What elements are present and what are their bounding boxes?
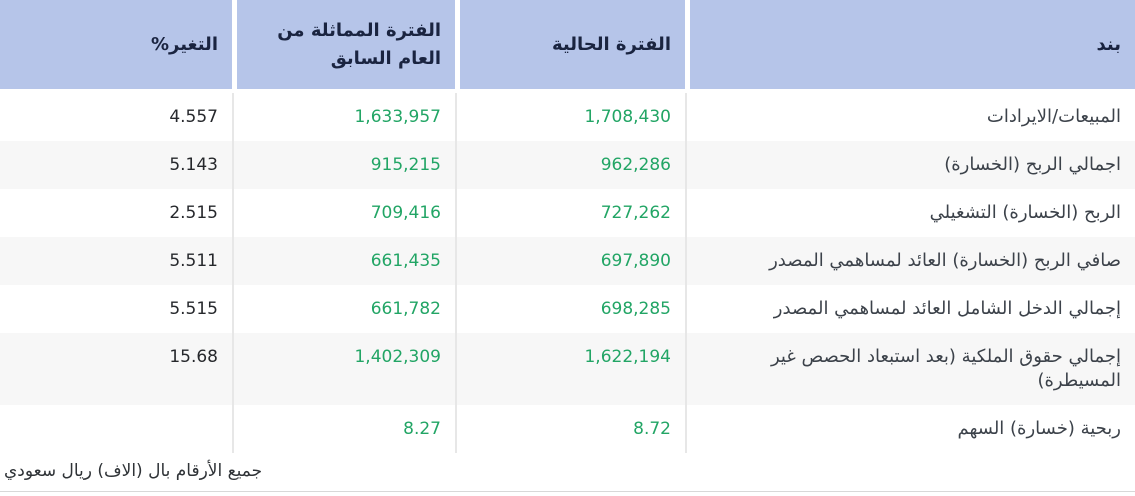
item-cell: صافي الربح (الخسارة) العائد لمساهمي المص… bbox=[685, 237, 1135, 285]
previous-period-value-cell: 661,435 bbox=[232, 237, 455, 285]
column-header-change: التغير% bbox=[0, 0, 232, 93]
table-row: المبيعات/الايرادات 1,708,430 1,633,957 4.55… bbox=[0, 93, 1135, 141]
previous-period-value-cell: 661,782 bbox=[232, 285, 455, 333]
table-row: ربحية (خسارة) السهم 8.72 8.27 bbox=[0, 405, 1135, 453]
item-cell: اجمالي الربح (الخسارة) bbox=[685, 141, 1135, 189]
change-percent-cell bbox=[0, 405, 232, 453]
current-period-value-cell: 727,262 bbox=[455, 189, 685, 237]
item-cell: إجمالي الدخل الشامل العائد لمساهمي المصد… bbox=[685, 285, 1135, 333]
table-row: اجمالي الربح (الخسارة) 962,286 915,215 5.14… bbox=[0, 141, 1135, 189]
change-percent-cell: 5.511 bbox=[0, 237, 232, 285]
table-body: المبيعات/الايرادات 1,708,430 1,633,957 4.55… bbox=[0, 93, 1135, 453]
column-header-previous: الفترة المماثلة من العام السابق bbox=[232, 0, 455, 93]
current-period-value-cell: 697,890 bbox=[455, 237, 685, 285]
previous-period-value-cell: 1,402,309 bbox=[232, 333, 455, 405]
table-row: الربح (الخسارة) التشغيلي 727,262 709,416 2.… bbox=[0, 189, 1135, 237]
previous-period-value-cell: 709,416 bbox=[232, 189, 455, 237]
bottom-divider bbox=[0, 491, 1135, 495]
change-percent-cell: 2.515 bbox=[169, 203, 218, 223]
current-period-value-cell: 8.72 bbox=[455, 405, 685, 453]
item-cell: إجمالي حقوق الملكية (بعد استبعاد الحصص غ… bbox=[685, 333, 1135, 405]
item-cell: الربح (الخسارة) التشغيلي bbox=[685, 189, 1135, 237]
current-period-value-cell: 1,708,430 bbox=[455, 93, 685, 141]
current-period-value-cell: 962,286 bbox=[455, 141, 685, 189]
previous-period-value-cell: 915,215 bbox=[232, 141, 455, 189]
table-row: صافي الربح (الخسارة) العائد لمساهمي المص… bbox=[0, 237, 1135, 285]
currency-footnote: جميع الأرقام بال (الاف) ريال سعودي bbox=[4, 461, 263, 481]
current-period-value-cell: 698,285 bbox=[455, 285, 685, 333]
change-percent-cell: 5.515 bbox=[169, 299, 218, 319]
column-header-current: الفترة الحالية bbox=[455, 0, 685, 93]
change-percent-cell: 4.557 bbox=[169, 107, 218, 127]
column-header-item: بند bbox=[685, 0, 1135, 93]
previous-period-value-cell: 1,633,957 bbox=[232, 93, 455, 141]
table-row: إجمالي حقوق الملكية (بعد استبعاد الحصص غ… bbox=[0, 333, 1135, 405]
header-row: بند الفترة الحالية الفترة المماثلة من ال… bbox=[0, 0, 1135, 93]
previous-period-value-cell: 8.27 bbox=[232, 405, 455, 453]
financial-results-table: بند الفترة الحالية الفترة المماثلة من ال… bbox=[0, 0, 1135, 453]
change-percent-cell: 15.68 bbox=[0, 333, 232, 405]
item-cell: ربحية (خسارة) السهم bbox=[685, 405, 1135, 453]
change-percent-cell: 5.143 bbox=[0, 141, 232, 189]
current-period-value-cell: 1,622,194 bbox=[455, 333, 685, 405]
table-row: إجمالي الدخل الشامل العائد لمساهمي المصد… bbox=[0, 285, 1135, 333]
table-header: بند الفترة الحالية الفترة المماثلة من ال… bbox=[0, 0, 1135, 93]
item-cell: المبيعات/الايرادات bbox=[685, 93, 1135, 141]
